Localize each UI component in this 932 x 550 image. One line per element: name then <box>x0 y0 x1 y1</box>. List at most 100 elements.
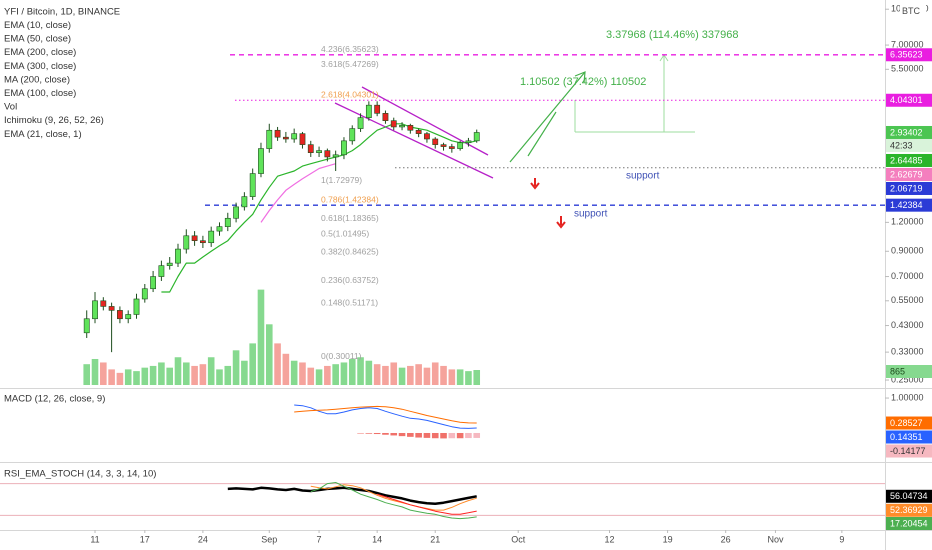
candle-body <box>117 310 123 320</box>
candle-body <box>324 150 331 158</box>
volume-bar <box>423 367 431 385</box>
volume-bar <box>282 353 290 385</box>
candle-body <box>332 154 339 158</box>
volume-bar <box>100 362 107 385</box>
candle-body <box>415 129 422 134</box>
indicator-line <box>161 123 477 293</box>
rsi-line <box>310 482 477 520</box>
volume-bar <box>299 362 306 385</box>
candle-body <box>183 235 190 250</box>
x-tick-label: Oct <box>511 534 526 544</box>
candle-body <box>465 140 472 144</box>
pane-title: RSI_EMA_STOCH (14, 3, 3, 14, 10) <box>4 469 156 480</box>
volume-bar <box>199 364 207 385</box>
price-tag: 6.35623 <box>890 50 923 60</box>
price-tag-box <box>886 93 932 107</box>
candle-body <box>374 104 381 114</box>
rsi-line <box>310 484 477 511</box>
candle-body <box>125 314 132 320</box>
fib-label: 0.236(0.63752) <box>321 275 379 285</box>
candle-body <box>457 142 464 149</box>
candle-body <box>191 235 198 241</box>
candle-body <box>92 300 98 320</box>
candle-body <box>432 138 439 145</box>
volume-bar <box>357 357 364 385</box>
candle-body <box>141 288 148 300</box>
candle-body <box>382 113 389 121</box>
volume-bar <box>415 364 422 385</box>
volume-bar <box>182 362 190 385</box>
candle-body <box>390 120 397 128</box>
fib-label: 1(1.72979) <box>321 175 362 185</box>
price-tag: 4.04301 <box>890 95 923 105</box>
volume-bar <box>398 367 406 385</box>
price-tag-box <box>886 153 932 167</box>
price-tag-box <box>886 198 932 212</box>
volume-tag: 865 <box>890 366 905 376</box>
x-tick-label: 26 <box>721 534 731 544</box>
histogram-bar <box>382 432 389 435</box>
histogram-bar <box>390 432 398 436</box>
channel-line <box>361 86 489 156</box>
fib-label: 2.618(4.04301) <box>321 90 379 100</box>
price-tag-box <box>886 181 932 195</box>
fib-label: 3.618(5.47269) <box>321 59 379 69</box>
candle-body <box>424 133 430 140</box>
fib-label: 0.148(0.51171) <box>321 297 378 307</box>
candle-body <box>473 132 480 142</box>
legend-entry: EMA (200, close) <box>4 47 76 58</box>
volume-bar <box>290 360 298 385</box>
x-tick-label: 11 <box>90 534 99 544</box>
candle-body <box>307 144 314 153</box>
chart-title: YFI / Bitcoin, 1D, BINANCE <box>4 7 120 18</box>
candle-body <box>224 217 231 227</box>
histogram-bar <box>448 432 456 439</box>
volume-bar <box>216 369 223 385</box>
volume-bar <box>257 289 265 385</box>
x-tick-label: Sep <box>261 534 277 544</box>
y-tick-label: 0.70000 <box>891 271 924 281</box>
volume-bar <box>232 350 240 385</box>
legend-entry: MA (200, close) <box>4 74 70 85</box>
candle-body <box>158 265 165 277</box>
y-tick-label: 0.25000 <box>891 374 924 384</box>
x-tick-label: Nov <box>767 534 784 544</box>
volume-bar <box>207 357 215 385</box>
legend-entry: Vol <box>4 102 17 113</box>
histogram-bar <box>365 432 373 434</box>
candle-body <box>365 104 372 118</box>
rsi-line <box>227 486 477 505</box>
candle-body <box>166 262 173 266</box>
candle-body <box>282 136 289 140</box>
price-tag-box <box>886 517 932 530</box>
y-unit: BTC <box>902 6 921 16</box>
volume-bar <box>473 370 481 385</box>
countdown: 42:33 <box>890 140 913 150</box>
price-tag: 56.04734 <box>890 491 928 501</box>
fib-label: 0.5(1.01495) <box>321 228 369 238</box>
volume-bar <box>149 365 157 385</box>
candle-body <box>291 133 298 140</box>
histogram-bar <box>465 432 472 439</box>
candle-body <box>175 248 181 264</box>
candle-body <box>150 276 157 290</box>
volume-bar <box>224 365 232 385</box>
volume-bar <box>191 365 198 385</box>
x-tick-label: 21 <box>430 534 440 544</box>
legend-entry: EMA (300, close) <box>4 61 76 72</box>
candle-body <box>440 144 447 147</box>
price-tag: 52.36929 <box>890 505 928 515</box>
legend-entry: EMA (21, close, 1) <box>4 129 82 140</box>
price-tag: 17.20454 <box>890 518 928 528</box>
volume-bar <box>265 324 273 385</box>
annotation: support <box>574 209 608 220</box>
histogram-bar <box>456 432 464 439</box>
projection-arrow <box>509 71 586 163</box>
volume-bar <box>133 371 140 385</box>
projection-arrow <box>527 111 557 157</box>
x-tick-label: 12 <box>604 534 614 544</box>
price-tag: 2.06719 <box>890 183 923 193</box>
price-tag-box <box>886 489 932 503</box>
histogram-bar <box>373 432 381 435</box>
